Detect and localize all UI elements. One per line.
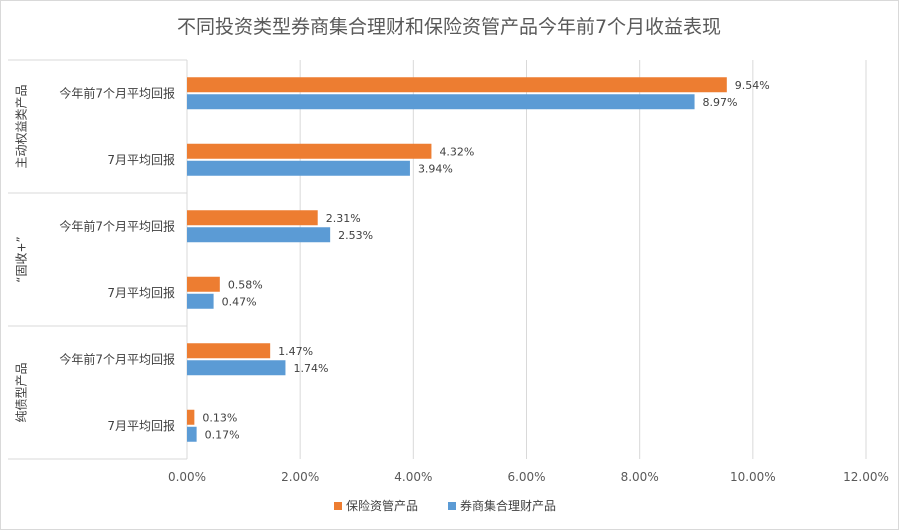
x-tick-label: 6.00%: [507, 470, 545, 484]
category-axis: 主动权益类产品 今年前7个月平均回报7月平均回报“固收+”今年前7个月平均回报7月…: [8, 59, 188, 460]
group-label: 主动权益类产品: [15, 84, 29, 168]
data-label: 0.58%: [228, 278, 263, 291]
category-label: 今年前7个月平均回报: [59, 85, 175, 100]
bar: [187, 143, 432, 159]
group-label: “固收+”: [15, 236, 29, 283]
x-tick-label: 10.00%: [730, 470, 776, 484]
category-label: 7月平均回报: [107, 152, 175, 167]
legend-swatch: [448, 502, 456, 510]
bar: [187, 293, 214, 309]
x-tick-label: 2.00%: [281, 470, 319, 484]
category-label: 今年前7个月平均回报: [59, 351, 175, 366]
x-tick-label: 0.00%: [168, 470, 206, 484]
data-label: 0.17%: [205, 428, 240, 441]
data-label: 8.97%: [703, 96, 738, 109]
legend: 保险资管产品 券商集合理财产品: [334, 498, 556, 513]
category-label: 今年前7个月平均回报: [59, 218, 175, 233]
data-label: 0.13%: [202, 411, 237, 424]
group-label: 纯债型产品: [15, 362, 29, 422]
data-label: 9.54%: [735, 79, 770, 92]
bar: [187, 210, 318, 226]
data-label: 2.53%: [338, 229, 373, 242]
category-label: 7月平均回报: [107, 418, 175, 433]
legend-swatch: [334, 502, 342, 510]
bars: 9.54% 8.97% 4.32% 3.94% 2.31% 2.53% 0.58% 0.47%…: [187, 77, 770, 442]
bar: [187, 94, 695, 110]
gridlines: [186, 60, 867, 459]
x-tick-label: 8.00%: [621, 470, 659, 484]
bar: [187, 360, 286, 376]
legend-label: 券商集合理财产品: [460, 498, 556, 513]
bar: [187, 160, 410, 176]
bar: [187, 227, 331, 243]
data-label: 2.31%: [326, 212, 361, 225]
chart-title: 不同投资类型券商集合理财和保险资管产品今年前7个月收益表现: [177, 16, 721, 38]
data-label: 4.32%: [439, 145, 474, 158]
legend-label: 保险资管产品: [346, 498, 418, 513]
bar: [187, 276, 220, 292]
data-label: 3.94%: [418, 162, 453, 175]
x-axis-ticks: 0.00% 2.00% 4.00% 6.00% 8.00% 10.00% 12.00%: [168, 470, 889, 484]
data-label: 1.47%: [278, 345, 313, 358]
bar: [187, 343, 271, 359]
bar: [187, 409, 195, 425]
category-label: 7月平均回报: [107, 285, 175, 300]
data-label: 0.47%: [222, 295, 257, 308]
data-label: 1.74%: [293, 362, 328, 375]
bar: [187, 77, 727, 93]
bar: [187, 426, 197, 442]
x-tick-label: 12.00%: [843, 470, 889, 484]
x-tick-label: 4.00%: [394, 470, 432, 484]
